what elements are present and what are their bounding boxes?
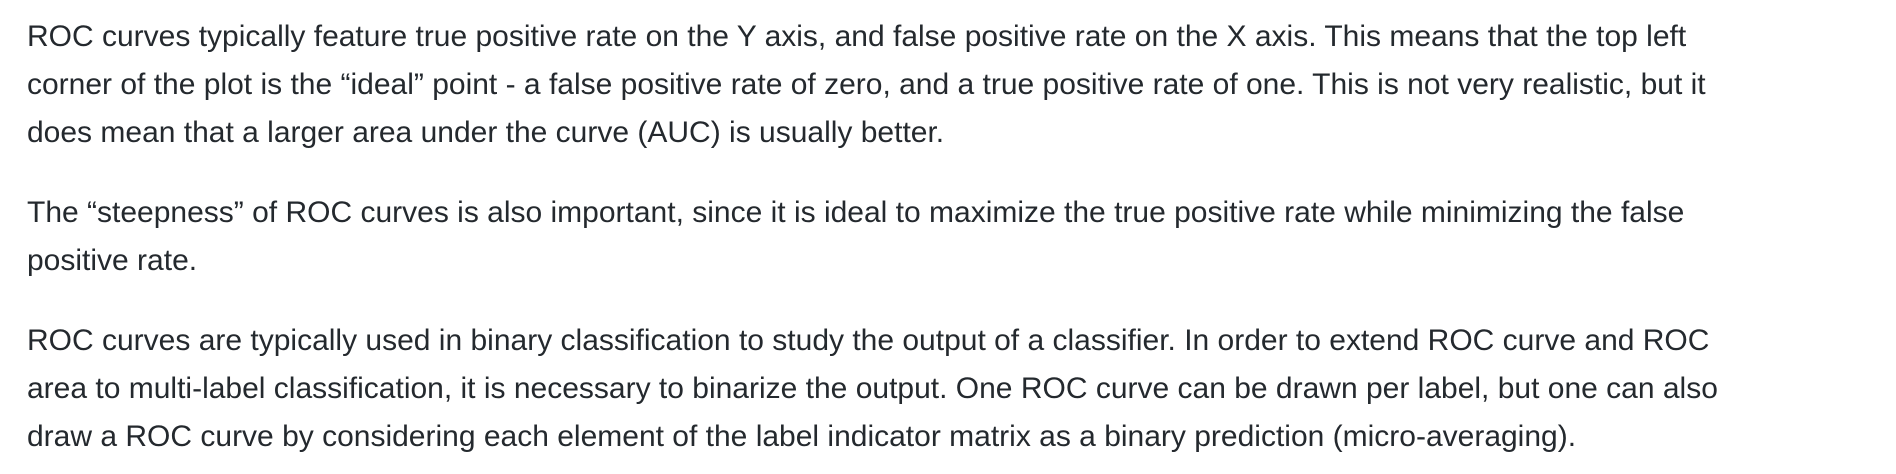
- text-line: draw a ROC curve by considering each ele…: [27, 420, 1577, 453]
- paragraph-roc-axes: ROC curves typically feature true positi…: [27, 13, 1877, 157]
- text-line: area to multi-label classification, it i…: [27, 372, 1718, 405]
- text-line: ROC curves are typically used in binary …: [27, 324, 1710, 357]
- text-line: does mean that a larger area under the c…: [27, 116, 945, 149]
- text-line: The “steepness” of ROC curves is also im…: [27, 196, 1685, 229]
- paragraph-roc-multilabel: ROC curves are typically used in binary …: [27, 317, 1877, 461]
- text-line: ROC curves typically feature true positi…: [27, 20, 1687, 53]
- text-line: positive rate.: [27, 244, 198, 277]
- paragraph-roc-steepness: The “steepness” of ROC curves is also im…: [27, 189, 1877, 285]
- document-body: ROC curves typically feature true positi…: [27, 13, 1877, 461]
- text-line: corner of the plot is the “ideal” point …: [27, 68, 1706, 101]
